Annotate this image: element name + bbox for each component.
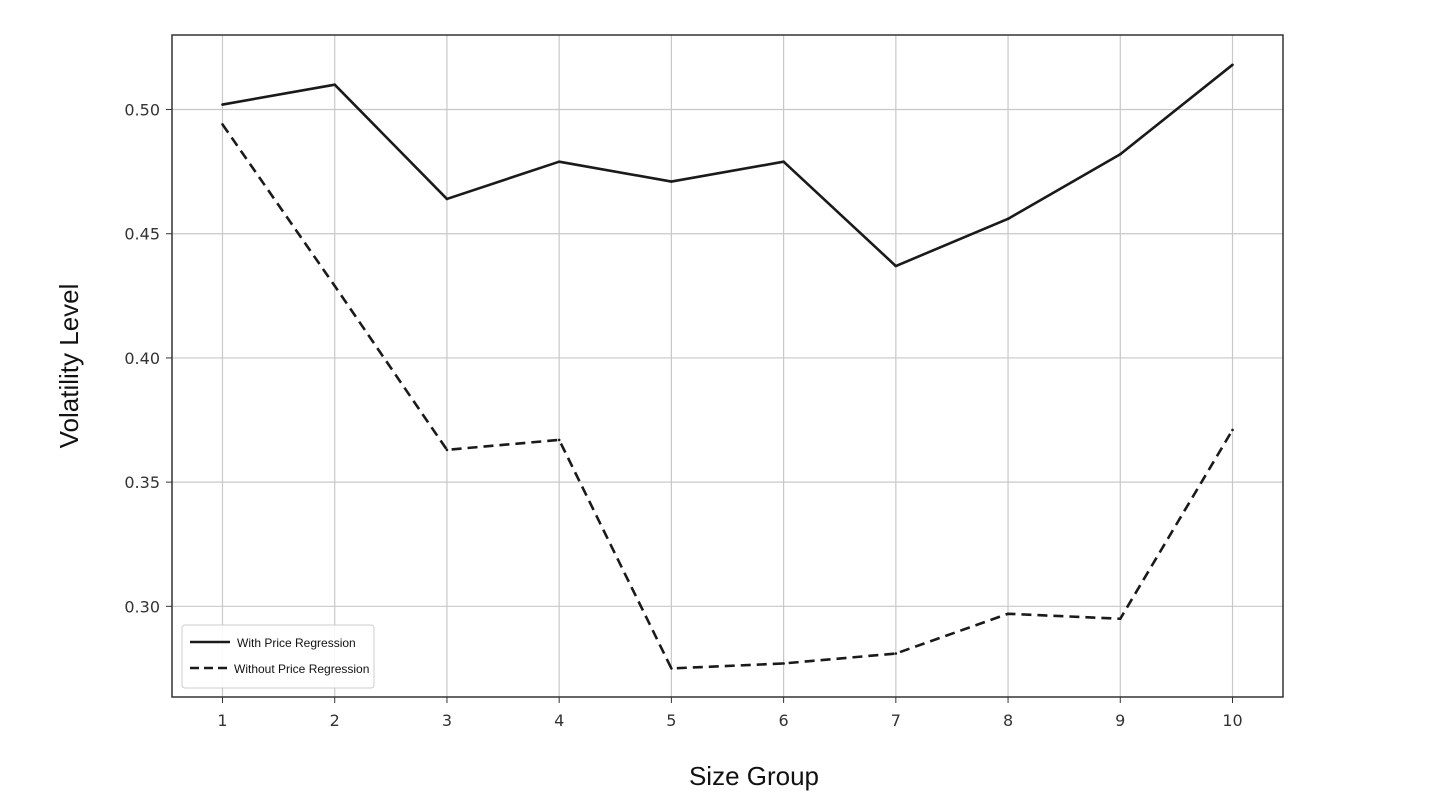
x-axis: 1 2 3 4 5 6 7 8 9 10: [217, 697, 1243, 730]
data-point-without-price-regression: [333, 284, 337, 288]
data-point-with-price-regression: [1118, 152, 1122, 156]
plot-frame: [171, 34, 1284, 698]
data-point-with-price-regression: [221, 103, 224, 106]
data-point-with-price-regression: [1006, 217, 1010, 221]
y-axis-title: Volatility Level: [54, 284, 84, 449]
y-tick-label: 0.30: [124, 597, 160, 616]
x-tick-label: 3: [442, 711, 452, 730]
legend-label-without-price-regression: Without Price Regression: [234, 662, 369, 676]
series-line-without-price-regression: [221, 123, 1234, 670]
x-tick-label: 10: [1222, 711, 1242, 730]
y-tick-label: 0.45: [124, 225, 160, 244]
data-point-without-price-regression: [221, 123, 224, 126]
x-tick-label: 5: [666, 711, 676, 730]
x-axis-title: Size Group: [689, 761, 819, 791]
data-point-without-price-regression: [445, 448, 449, 452]
data-point-with-price-regression: [333, 83, 337, 86]
x-tick-label: 7: [891, 711, 901, 730]
series-line-with-price-regression: [222, 63, 1234, 268]
x-tick-label: 9: [1115, 711, 1125, 730]
x-tick-label: 6: [779, 711, 789, 730]
y-tick-label: 0.50: [124, 101, 160, 120]
data-point-without-price-regression: [557, 438, 561, 442]
legend: With Price Regression Without Price Regr…: [181, 624, 375, 689]
y-tick-label: 0.40: [124, 349, 160, 368]
data-point-with-price-regression: [445, 197, 449, 201]
grid: [172, 35, 1283, 697]
x-tick-label: 2: [330, 711, 340, 730]
data-point-with-price-regression: [557, 160, 561, 163]
x-tick-label: 1: [217, 711, 227, 730]
data-point-without-price-regression: [894, 652, 898, 655]
data-point-without-price-regression: [670, 667, 673, 670]
data-point-without-price-regression: [782, 662, 785, 665]
data-point-with-price-regression: [1231, 63, 1234, 67]
x-tick-label: 4: [554, 711, 564, 730]
y-axis: 0.30 0.35 0.40 0.45 0.50: [124, 101, 172, 616]
legend-box: [181, 624, 375, 689]
data-point-without-price-regression: [1006, 612, 1010, 616]
y-tick-label: 0.35: [124, 473, 160, 492]
x-tick-label: 8: [1003, 711, 1013, 730]
data-point-with-price-regression: [670, 180, 673, 183]
data-point-without-price-regression: [1231, 428, 1234, 432]
data-point-with-price-regression: [894, 264, 898, 268]
legend-label-with-price-regression: With Price Regression: [237, 636, 356, 650]
data-point-without-price-regression: [1118, 617, 1122, 621]
series-group: [221, 63, 1234, 670]
data-point-with-price-regression: [782, 160, 785, 163]
